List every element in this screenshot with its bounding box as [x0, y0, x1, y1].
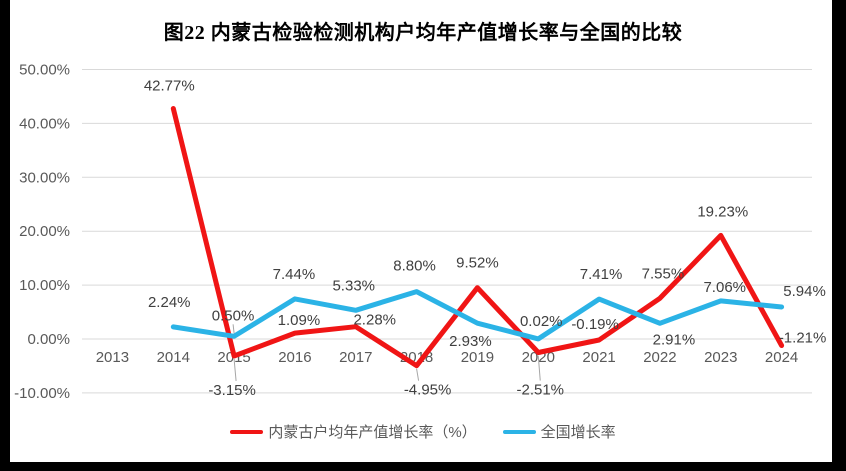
data-label: -3.15% [208, 382, 256, 399]
leader-line [233, 358, 237, 382]
y-axis-tick-label: -10.00% [14, 385, 70, 402]
data-label: 7.55% [642, 265, 685, 282]
data-label: 0.02% [520, 313, 563, 330]
data-label: -1.21% [779, 330, 827, 347]
red-line-swatch [230, 429, 264, 434]
data-label: 42.77% [144, 77, 195, 94]
x-axis-label: 2023 [704, 349, 737, 366]
data-label: 8.80% [393, 258, 436, 275]
y-axis-tick-label: 20.00% [19, 223, 70, 240]
x-axis-label: 2017 [339, 349, 372, 366]
series-line-neimenggu [170, 106, 785, 369]
x-axis-label: 2013 [96, 349, 129, 366]
data-label: 7.44% [273, 266, 316, 283]
data-label: 2.93% [449, 333, 492, 350]
leader-line [232, 324, 235, 334]
data-label: 2.28% [353, 312, 396, 329]
y-axis-tick-label: 10.00% [19, 277, 70, 294]
data-label: 2.91% [653, 331, 696, 348]
leader-line [416, 368, 420, 381]
x-axis-label: 2022 [643, 349, 676, 366]
y-axis-tick-label: 40.00% [19, 115, 70, 132]
data-label: -0.19% [571, 316, 619, 333]
data-label: 5.94% [783, 283, 826, 300]
x-axis-label: 2016 [278, 349, 311, 366]
series-line-national [170, 289, 785, 342]
data-label: 0.50% [212, 307, 255, 324]
y-axis-tick-label: 0.00% [27, 331, 70, 348]
data-label: -4.95% [404, 382, 452, 399]
x-axis-label: 2019 [461, 349, 494, 366]
data-label: 1.09% [278, 312, 321, 329]
data-label: 9.52% [456, 255, 499, 272]
blue-line-swatch [502, 429, 536, 434]
y-axis-tick-label: 50.00% [19, 62, 70, 79]
legend-item-national: 全国增长率 [502, 421, 616, 442]
x-axis-label: 2024 [765, 349, 798, 366]
leader-line [537, 355, 541, 381]
data-label: 7.41% [580, 266, 623, 283]
data-label: 19.23% [697, 203, 748, 220]
x-axis-label: 2014 [157, 349, 190, 366]
legend-label-national: 全国增长率 [540, 424, 616, 441]
data-label: -2.51% [516, 382, 564, 399]
x-axis-label: 2021 [582, 349, 615, 366]
y-axis-tick-label: 30.00% [19, 169, 70, 186]
data-label: 7.06% [703, 279, 746, 296]
legend-label-neimenggu: 内蒙古户均年产值增长率（%） [268, 424, 477, 441]
legend-item-neimenggu: 内蒙古户均年产值增长率（%） [230, 421, 477, 442]
chart-title: 图22 内蒙古检验检测机构户均年产值增长率与全国的比较 [163, 22, 683, 44]
data-label: 2.24% [148, 294, 191, 311]
legend: 内蒙古户均年产值增长率（%） 全国增长率 [0, 421, 846, 442]
data-label: 5.33% [332, 277, 375, 294]
